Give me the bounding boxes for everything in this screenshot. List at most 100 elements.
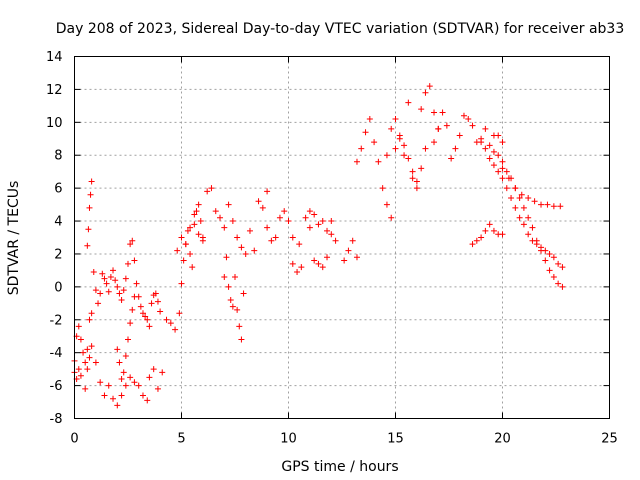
y-tick-label: 2 xyxy=(54,247,62,262)
data-point xyxy=(413,178,420,185)
data-point xyxy=(187,224,194,231)
data-point xyxy=(495,152,502,159)
data-point xyxy=(95,300,102,307)
data-point xyxy=(482,125,489,132)
data-point xyxy=(122,382,129,389)
data-point xyxy=(473,237,480,244)
data-point xyxy=(197,218,204,225)
data-point xyxy=(503,168,510,175)
data-point xyxy=(180,257,187,264)
data-point xyxy=(139,392,146,399)
data-point xyxy=(88,178,95,185)
data-point xyxy=(396,132,403,139)
data-point xyxy=(426,83,433,90)
data-point xyxy=(127,241,134,248)
data-point xyxy=(221,273,228,280)
y-tick-label: -8 xyxy=(50,412,63,427)
data-point xyxy=(122,275,129,282)
data-point xyxy=(285,218,292,225)
data-point xyxy=(154,385,161,392)
data-point xyxy=(525,214,532,221)
data-point xyxy=(315,260,322,267)
data-point xyxy=(87,191,94,198)
data-point xyxy=(131,257,138,264)
data-point xyxy=(199,237,206,244)
data-point xyxy=(546,267,553,274)
data-point xyxy=(281,208,288,215)
data-point xyxy=(546,250,553,257)
data-point xyxy=(103,280,110,287)
data-point xyxy=(118,297,125,304)
data-point xyxy=(418,106,425,113)
data-point xyxy=(439,109,446,116)
data-point xyxy=(555,280,562,287)
data-point xyxy=(242,250,249,257)
grid xyxy=(74,56,610,419)
data-point xyxy=(495,132,502,139)
data-point xyxy=(499,165,506,172)
data-point xyxy=(90,269,97,276)
data-point xyxy=(550,203,557,210)
data-point xyxy=(531,198,538,205)
data-point xyxy=(550,273,557,280)
data-point xyxy=(110,395,117,402)
data-point xyxy=(189,264,196,271)
data-point xyxy=(105,382,112,389)
y-axis-label: SDTVAR / TECUs xyxy=(6,181,22,296)
data-point xyxy=(542,257,549,264)
data-point xyxy=(289,260,296,267)
data-point xyxy=(176,310,183,317)
y-tick-label: -4 xyxy=(50,346,63,361)
data-point xyxy=(306,208,313,215)
data-point xyxy=(251,247,258,254)
data-point xyxy=(508,195,515,202)
data-point xyxy=(238,336,245,343)
data-point xyxy=(294,269,301,276)
data-point xyxy=(538,201,545,208)
data-point xyxy=(144,316,151,323)
data-point xyxy=(232,273,238,280)
data-point xyxy=(324,227,331,234)
data-point xyxy=(157,308,164,315)
data-point xyxy=(129,237,136,244)
data-point xyxy=(142,313,149,320)
data-point xyxy=(191,211,198,218)
data-point xyxy=(525,195,532,202)
data-point xyxy=(82,385,89,392)
data-point xyxy=(525,231,532,238)
data-point xyxy=(127,320,134,327)
data-point xyxy=(520,221,527,228)
data-point xyxy=(178,234,185,241)
data-point xyxy=(146,323,153,330)
data-point xyxy=(77,372,84,379)
data-point xyxy=(550,254,557,261)
data-point xyxy=(311,211,318,218)
data-point xyxy=(114,402,121,409)
data-point xyxy=(110,267,117,274)
data-point xyxy=(529,224,536,231)
data-point xyxy=(139,310,146,317)
data-point xyxy=(86,204,93,211)
data-point xyxy=(127,374,134,381)
axis-ticks: 0 5 10 15 20 25 -8 -6 -4 -2 0 2 4 6 8 10 12 14 xyxy=(46,50,618,447)
data-point xyxy=(478,234,485,241)
data-point xyxy=(97,290,104,297)
data-point xyxy=(490,162,497,169)
data-point xyxy=(75,323,82,330)
data-point xyxy=(268,237,275,244)
data-point xyxy=(195,231,202,238)
data-point xyxy=(328,231,335,238)
data-point xyxy=(227,297,234,304)
data-point xyxy=(97,379,104,386)
data-point xyxy=(332,237,339,244)
data-point xyxy=(383,201,390,208)
data-point xyxy=(469,241,476,248)
data-point xyxy=(174,247,181,254)
data-point xyxy=(401,142,408,149)
data-point xyxy=(533,237,540,244)
data-point xyxy=(114,346,121,353)
data-point xyxy=(298,264,305,271)
x-tick-label: 15 xyxy=(387,432,404,447)
data-point xyxy=(499,175,506,182)
